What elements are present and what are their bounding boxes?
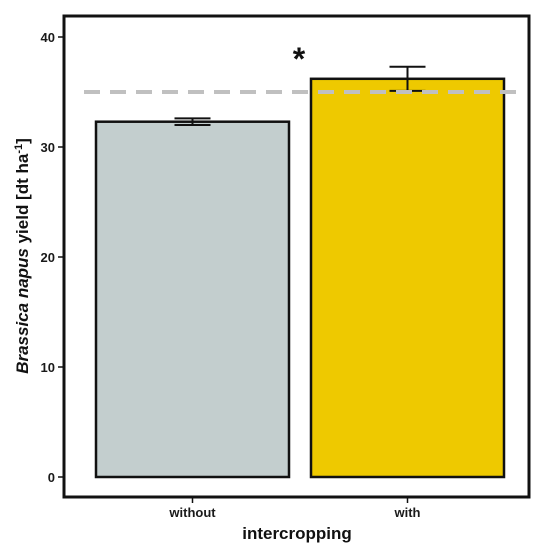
bar-without (94, 120, 291, 479)
y-axis-title-end: ] (13, 138, 32, 144)
x-axis-title: intercropping (242, 524, 352, 543)
y-axis-title-species: Brassica napus (13, 248, 32, 374)
error-bars (174, 65, 426, 126)
y-tick-label: 40 (41, 30, 55, 45)
y-tick-label: 30 (41, 140, 55, 155)
y-tick-label: 10 (41, 360, 55, 375)
y-axis-title-exponent: -1 (13, 144, 25, 154)
y-tick-label: 20 (41, 250, 55, 265)
bar-with (309, 77, 506, 479)
y-axis: 0 10 20 30 40 (41, 30, 64, 485)
significance-marker: * (293, 41, 306, 77)
bars (94, 77, 506, 479)
x-axis: without with (168, 497, 421, 520)
x-tick-label-without: without (168, 505, 216, 520)
y-tick-label: 0 (48, 470, 55, 485)
x-tick-label-with: with (394, 505, 421, 520)
error-bar-without (174, 117, 211, 126)
y-axis-title-text: yield [dt ha (13, 153, 32, 248)
y-axis-title: Brassica napus yield [dt ha-1] (13, 138, 32, 374)
